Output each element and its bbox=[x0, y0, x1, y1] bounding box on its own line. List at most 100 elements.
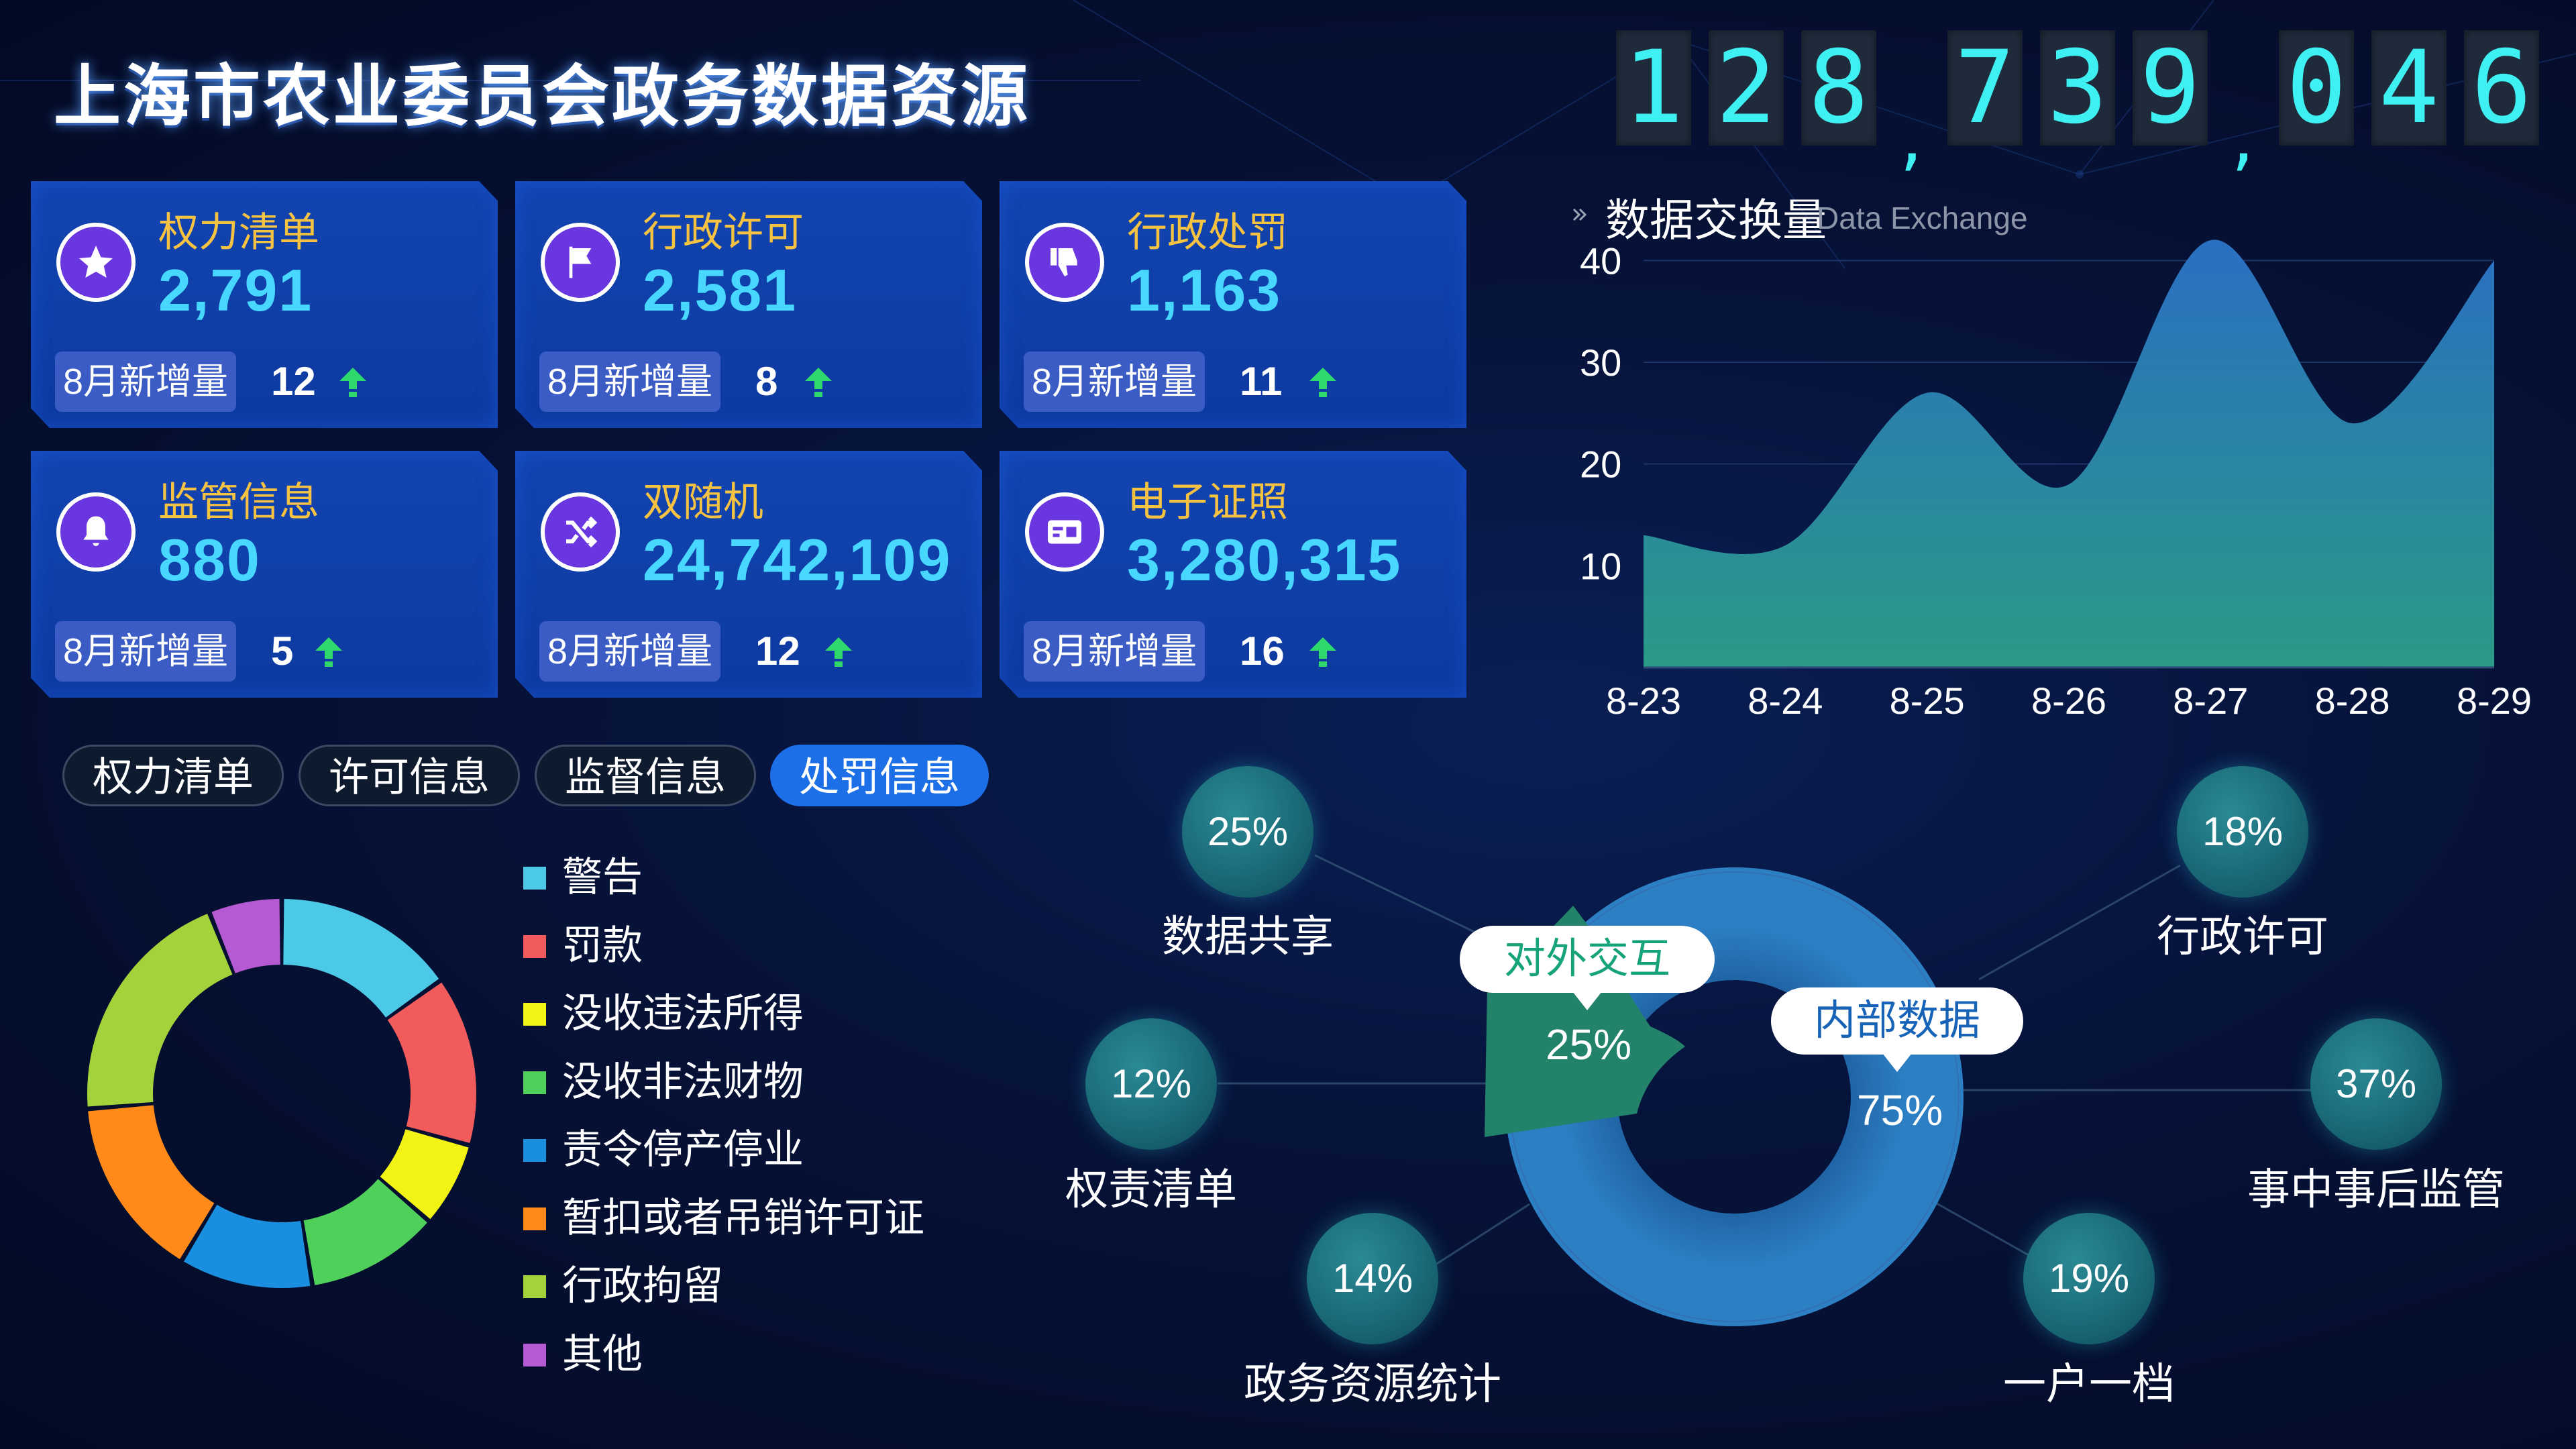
bubble-supervision: 37% bbox=[2310, 1018, 2442, 1150]
bubble-label: 数据共享 bbox=[1162, 912, 1334, 961]
callout-tail bbox=[1882, 1053, 1912, 1072]
bubble-data-share: 25% bbox=[1182, 766, 1313, 898]
tab-supervise-info[interactable]: 监督信息 bbox=[535, 745, 756, 806]
y-tick-label: 10 bbox=[1580, 545, 1621, 587]
card-label: 监管信息 bbox=[158, 480, 319, 525]
donut-slice[interactable] bbox=[303, 1179, 427, 1285]
card-label: 行政许可 bbox=[643, 210, 804, 255]
id-card-icon bbox=[1025, 492, 1104, 572]
card-value: 3,280,315 bbox=[1127, 527, 1402, 593]
legend-swatch bbox=[523, 1207, 546, 1230]
bubble-label: 政务资源统计 bbox=[1244, 1360, 1501, 1408]
up-arrow-icon bbox=[805, 368, 832, 397]
thumbs-down-icon bbox=[1025, 223, 1104, 302]
donut-slice[interactable] bbox=[184, 1204, 311, 1288]
external-pct: 25% bbox=[1546, 1020, 1632, 1069]
legend-swatch bbox=[523, 1139, 546, 1162]
card-delta: 8 bbox=[755, 359, 778, 404]
counter-digit: 3 bbox=[2039, 30, 2115, 146]
stat-card-supervision[interactable]: 监管信息 880 8月新增量 5 bbox=[31, 451, 498, 698]
card-badge: 8月新增量 bbox=[539, 352, 721, 412]
x-tick-label: 8-23 bbox=[1606, 680, 1681, 722]
stat-card-double-random[interactable]: 双随机 24,742,109 8月新增量 12 bbox=[515, 451, 982, 698]
card-delta: 16 bbox=[1240, 629, 1285, 674]
card-value: 24,742,109 bbox=[643, 527, 952, 593]
chart-subtitle: Data Exchange bbox=[1817, 201, 2028, 235]
connector-line bbox=[1435, 1203, 1530, 1266]
x-tick-label: 8-29 bbox=[2457, 680, 2532, 722]
card-value: 880 bbox=[158, 527, 261, 593]
card-badge: 8月新增量 bbox=[1024, 621, 1205, 682]
tab-license-info[interactable]: 许可信息 bbox=[299, 745, 520, 806]
counter-separator: , bbox=[1893, 107, 1930, 177]
area-series bbox=[1644, 239, 2494, 668]
card-badge: 8月新增量 bbox=[1024, 352, 1205, 412]
legend-label: 没收违法所得 bbox=[562, 991, 804, 1036]
counter-digit: 4 bbox=[2371, 30, 2447, 146]
up-arrow-icon bbox=[1309, 637, 1336, 667]
legend-label: 罚款 bbox=[562, 922, 643, 968]
counter-digit: 2 bbox=[1708, 30, 1784, 146]
donut-slice[interactable] bbox=[87, 914, 233, 1107]
tab-power-list[interactable]: 权力清单 bbox=[62, 745, 284, 806]
card-label: 行政处罚 bbox=[1127, 210, 1288, 255]
legend-swatch bbox=[523, 1003, 546, 1026]
counter-digit: 9 bbox=[2132, 30, 2208, 146]
donut-slice[interactable] bbox=[283, 899, 439, 1018]
bubble-admin-license: 18% bbox=[2177, 766, 2308, 898]
legend-swatch bbox=[523, 1343, 546, 1366]
y-tick-label: 40 bbox=[1580, 239, 1621, 282]
card-label: 电子证照 bbox=[1127, 480, 1288, 525]
internal-callout: 内部数据 bbox=[1771, 987, 2023, 1055]
donut-slice[interactable] bbox=[211, 899, 280, 973]
legend-label: 暂扣或者吊销许可证 bbox=[562, 1195, 924, 1240]
page-title: 上海市农业委员会政务数据资源 bbox=[54, 59, 1030, 134]
tab-penalty-info[interactable]: 处罚信息 bbox=[770, 745, 989, 806]
legend-label: 责令停产停业 bbox=[562, 1127, 804, 1172]
card-label: 权力清单 bbox=[158, 210, 319, 255]
up-arrow-icon bbox=[1309, 368, 1336, 397]
counter-digit: 8 bbox=[1801, 30, 1876, 146]
flag-icon bbox=[541, 223, 620, 302]
stat-card-admin-penalty[interactable]: 行政处罚 1,163 8月新增量 11 bbox=[1000, 181, 1466, 428]
card-value: 2,581 bbox=[643, 257, 798, 323]
star-icon bbox=[56, 223, 136, 302]
total-counter: 1 2 8 , 7 3 9 , 0 4 6 bbox=[1599, 30, 2539, 172]
card-label: 双随机 bbox=[643, 480, 763, 525]
card-value: 1,163 bbox=[1127, 257, 1282, 323]
callout-tail bbox=[1572, 991, 1602, 1010]
x-tick-label: 8-26 bbox=[2031, 680, 2106, 722]
y-tick-label: 20 bbox=[1580, 443, 1621, 486]
card-badge: 8月新增量 bbox=[55, 621, 237, 682]
counter-digit: 6 bbox=[2464, 30, 2539, 146]
stat-card-power-list[interactable]: 权力清单 2,791 8月新增量 12 bbox=[31, 181, 498, 428]
bubble-label: 一户一档 bbox=[2003, 1360, 2175, 1408]
bubble-gov-resource-stats: 14% bbox=[1307, 1213, 1438, 1344]
x-tick-label: 8-24 bbox=[1748, 680, 1823, 722]
donut-slice[interactable] bbox=[380, 1129, 469, 1220]
counter-separator: , bbox=[2224, 107, 2261, 177]
legend-label: 没收非法财物 bbox=[562, 1059, 804, 1104]
stat-card-e-license[interactable]: 电子证照 3,280,315 8月新增量 16 bbox=[1000, 451, 1466, 698]
connector-line bbox=[1314, 854, 1483, 937]
y-tick-label: 30 bbox=[1580, 341, 1621, 384]
penalty-donut-chart bbox=[87, 899, 476, 1288]
x-tick-label: 8-27 bbox=[2173, 680, 2248, 722]
legend-swatch bbox=[523, 934, 546, 958]
card-delta: 12 bbox=[755, 629, 800, 674]
bubble-one-account: 19% bbox=[2023, 1213, 2155, 1344]
card-value: 2,791 bbox=[158, 257, 313, 323]
external-callout: 对外交互 bbox=[1460, 926, 1715, 993]
chart-title: 数据交换量 bbox=[1605, 195, 1827, 245]
legend-swatch bbox=[523, 867, 546, 890]
stat-card-admin-license[interactable]: 行政许可 2,581 8月新增量 8 bbox=[515, 181, 982, 428]
connector-line bbox=[1931, 1199, 2040, 1263]
up-arrow-icon bbox=[825, 637, 852, 667]
bell-icon bbox=[56, 492, 136, 572]
x-tick-label: 8-28 bbox=[2315, 680, 2390, 722]
donut-slice[interactable] bbox=[88, 1105, 215, 1260]
card-badge: 8月新增量 bbox=[539, 621, 721, 682]
donut-slice[interactable] bbox=[387, 982, 476, 1143]
double-chevron-icon bbox=[1572, 208, 1587, 221]
